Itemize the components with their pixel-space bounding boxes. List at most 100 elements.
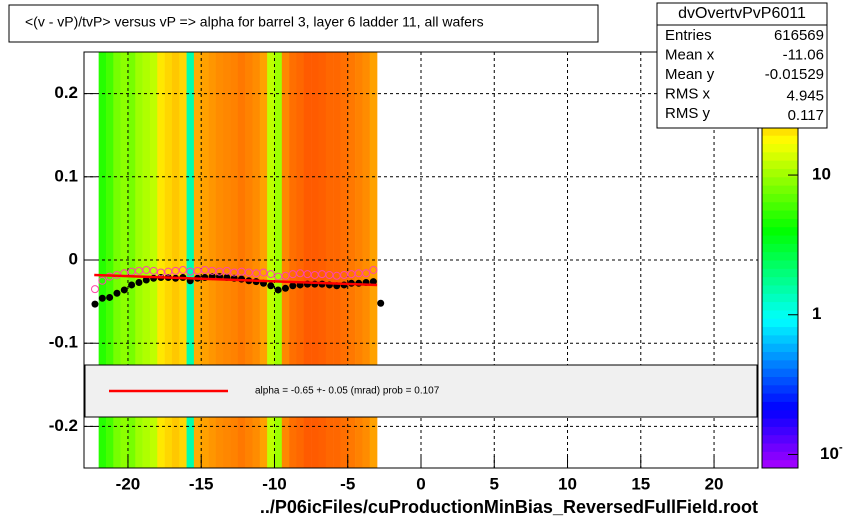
profile-point: [266, 270, 275, 279]
fit-line: [94, 273, 378, 287]
heatmap-cell: [149, 52, 158, 468]
color-bar-cell: [762, 151, 798, 161]
heatmap-cell: [186, 52, 195, 468]
color-bar-cell: [762, 418, 798, 427]
color-bar-cell: [762, 426, 798, 436]
stats-box: [656, 2, 828, 129]
profile-point: [267, 282, 275, 290]
profile-point: [98, 276, 107, 285]
chart-title: <(v - vP)/tvP> versus vP => alpha for ba…: [25, 14, 484, 30]
y-tick-label: 0: [69, 249, 78, 268]
heatmap-cell: [281, 52, 290, 468]
color-bar-cell: [762, 393, 798, 402]
heatmap-cell: [252, 52, 261, 468]
color-bar-cell: [762, 434, 798, 444]
stats-key: Mean x: [665, 46, 715, 63]
color-bar-cell: [762, 126, 798, 136]
x-tick-label: -5: [340, 474, 355, 493]
stats-value: 0.117: [788, 107, 824, 124]
x-tick-label: -10: [262, 474, 287, 493]
color-bar-cell: [762, 185, 798, 194]
profile-point: [362, 269, 371, 278]
heatmap-cell: [157, 52, 165, 468]
x-tick-label: -15: [189, 474, 214, 493]
heatmap-cell: [179, 52, 187, 468]
heatmap-cell: [193, 52, 202, 468]
heatmap-cell: [215, 52, 224, 468]
heatmap-cell: [325, 52, 334, 468]
color-bar-cell: [762, 301, 798, 311]
profile-point: [135, 278, 143, 286]
x-tick-label: 10: [558, 474, 577, 493]
z-tick-label: 10: [820, 444, 839, 463]
stats-key: Entries: [665, 27, 712, 44]
profile-point: [178, 265, 187, 274]
profile-point: [120, 286, 128, 294]
x-tick-label: 15: [631, 474, 650, 493]
stats-key: Mean y: [665, 66, 715, 83]
heatmap-cell: [127, 52, 136, 468]
x-tick-label: 5: [490, 474, 499, 493]
color-bar-cell: [762, 268, 798, 278]
color-bar-cell: [762, 293, 798, 303]
color-bar-cell: [762, 309, 798, 319]
heatmap-cell: [113, 52, 121, 468]
profile-point: [91, 300, 99, 308]
color-bar-cell: [762, 343, 798, 353]
profile-point: [222, 266, 231, 275]
title-box: [8, 4, 599, 43]
color-bar-cell: [762, 334, 798, 344]
heatmap-cell: [289, 52, 297, 468]
color-bar-cell: [762, 443, 798, 452]
color-bar-cell: [762, 284, 798, 294]
profile-point: [98, 294, 106, 302]
color-bar-cell: [762, 451, 798, 461]
y-tick-label: 0.1: [54, 166, 78, 185]
profile-point: [289, 282, 297, 290]
profile-point: [281, 284, 289, 292]
color-bar-cell: [762, 201, 798, 211]
color-bar-cell: [762, 235, 798, 244]
profile-point: [113, 289, 121, 297]
profile-point: [281, 271, 290, 280]
heatmap-cell: [318, 52, 327, 468]
stats-value: 616569: [774, 27, 824, 44]
heatmap-cell: [120, 52, 129, 468]
z-tick-label: 10: [812, 165, 831, 184]
profile-point: [106, 293, 114, 301]
color-bar-cell: [762, 359, 798, 369]
stats-value: -0.01529: [765, 66, 824, 83]
profile-point: [377, 299, 385, 307]
profile-point: [274, 286, 282, 294]
y-tick-label: 0.2: [54, 83, 78, 102]
color-bar-cell: [762, 226, 798, 236]
color-bar-cell: [762, 143, 798, 153]
x-tick-label: 20: [705, 474, 724, 493]
legend-label: alpha = -0.65 +- 0.05 (mrad) prob = 0.10…: [255, 386, 440, 397]
heatmap-cell: [223, 52, 231, 468]
color-bar-cell: [762, 243, 798, 253]
color-bar-cell: [762, 318, 798, 328]
profile-point: [369, 278, 377, 286]
heatmap-cell: [347, 52, 356, 468]
stats-title: dvOvertvPvP6011: [678, 5, 806, 22]
color-bar-cell: [762, 260, 798, 269]
color-bar-cell: [762, 251, 798, 261]
color-bar-cell: [762, 409, 798, 419]
color-bar-cell: [762, 368, 798, 377]
color-bar-cell: [762, 135, 798, 145]
color-bar-cell: [762, 384, 798, 394]
color-bar-cell: [762, 376, 798, 386]
heatmap-cell: [259, 52, 268, 468]
stats-key: RMS x: [665, 85, 711, 102]
z-tick-label: 1: [812, 304, 821, 323]
color-bar-cell: [762, 351, 798, 361]
color-bar-cell: [762, 160, 798, 169]
profile-point: [142, 276, 150, 284]
profile-point: [259, 268, 268, 277]
stats-value: 4.945: [786, 87, 824, 104]
heatmap-cell: [355, 52, 363, 468]
color-bar-cell: [762, 193, 798, 203]
color-bar-cell: [762, 218, 798, 228]
stats-key: RMS y: [665, 105, 711, 122]
